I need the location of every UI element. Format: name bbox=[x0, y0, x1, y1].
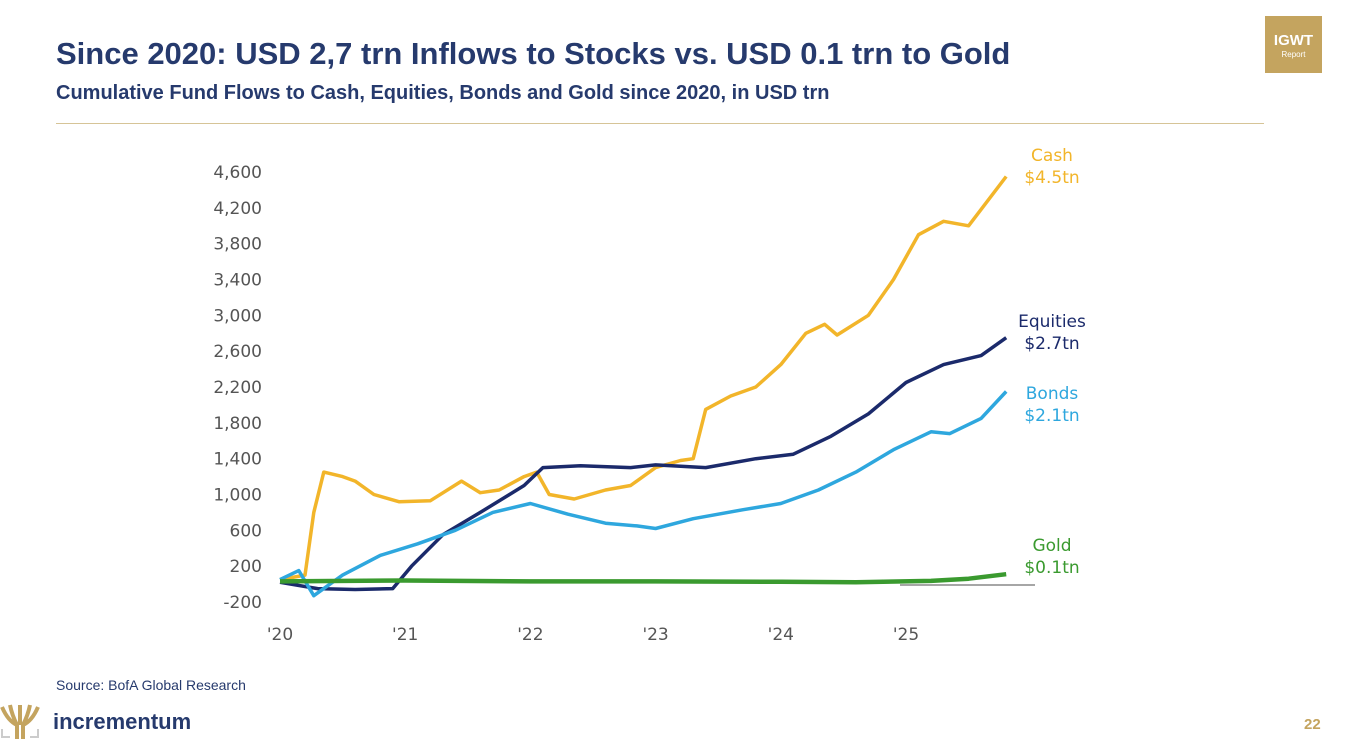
y-tick-label: 200 bbox=[230, 557, 262, 577]
series-name-label: Equities bbox=[1018, 312, 1086, 332]
page-subtitle: Cumulative Fund Flows to Cash, Equities,… bbox=[56, 82, 830, 104]
end-labels: Cash$4.5tn Equities$2.7tn Bonds$2.1tn Gold$… bbox=[1018, 146, 1086, 578]
series-end-value-label: $2.1tn bbox=[1024, 406, 1079, 426]
series-name-label: Gold bbox=[1032, 536, 1071, 556]
y-tick-label: 1,400 bbox=[213, 450, 262, 470]
x-tick-label: '23 bbox=[642, 625, 668, 645]
series-line-cash bbox=[279, 175, 1008, 582]
x-tick-label: '21 bbox=[392, 625, 418, 645]
series-end-value-label: $2.7tn bbox=[1024, 334, 1079, 354]
page-title: Since 2020: USD 2,7 trn Inflows to Stock… bbox=[56, 36, 1011, 71]
x-tick-label: '24 bbox=[768, 625, 794, 645]
series-line-gold bbox=[279, 571, 1007, 585]
badge-subtitle: Report bbox=[1281, 50, 1306, 59]
title-divider bbox=[56, 123, 1264, 124]
y-tick-label: 4,200 bbox=[213, 199, 262, 219]
page-number: 22 bbox=[1304, 716, 1321, 733]
y-tick-label: 1,800 bbox=[213, 414, 262, 434]
x-tick-label: '25 bbox=[893, 625, 919, 645]
y-tick-label: 3,400 bbox=[213, 271, 262, 291]
y-axis: 4,600 4,200 3,800 3,400 3,000 2,600 2,200 1,800… bbox=[213, 163, 262, 613]
y-tick-label: 2,200 bbox=[213, 378, 262, 398]
brand-name: incrementum bbox=[53, 709, 192, 734]
x-tick-label: '20 bbox=[267, 625, 293, 645]
series-end-value-label: $4.5tn bbox=[1024, 168, 1079, 188]
y-tick-label: 4,600 bbox=[213, 163, 262, 183]
y-tick-label: 2,600 bbox=[213, 342, 262, 362]
badge-title: IGWT bbox=[1273, 32, 1314, 49]
series-line-bonds bbox=[279, 390, 1008, 598]
y-tick-label: 600 bbox=[230, 521, 262, 541]
series-name-label: Cash bbox=[1031, 146, 1073, 166]
x-tick-label: '22 bbox=[517, 625, 543, 645]
y-tick-label: 1,000 bbox=[213, 486, 262, 506]
incrementum-tree-logo-icon bbox=[0, 704, 40, 739]
series-end-value-label: $0.1tn bbox=[1024, 558, 1079, 578]
fund-flows-chart: 4,600 4,200 3,800 3,400 3,000 2,600 2,200 1,800… bbox=[213, 146, 1086, 645]
y-tick-label: 3,800 bbox=[213, 235, 262, 255]
y-tick-label: 3,000 bbox=[213, 306, 262, 326]
source-note: Source: BofA Global Research bbox=[56, 677, 246, 693]
y-tick-label: -200 bbox=[223, 593, 262, 613]
x-axis: '20 '21 '22 '23 '24 '25 bbox=[267, 625, 919, 645]
series-lines bbox=[279, 175, 1008, 598]
series-name-label: Bonds bbox=[1026, 384, 1079, 404]
igwt-report-badge: IGWT Report bbox=[1265, 16, 1322, 73]
